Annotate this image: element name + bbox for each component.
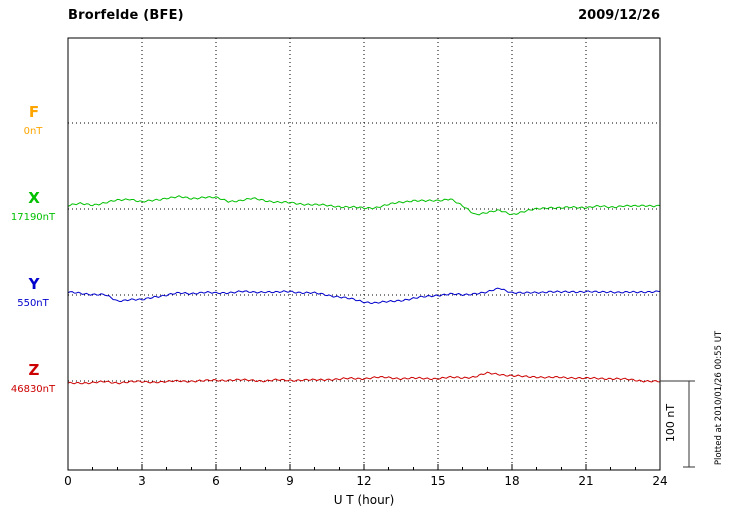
channel-label-f: F (28, 103, 40, 121)
x-tick-label: 3 (138, 474, 146, 488)
scale-bar-label: 100 nT (664, 403, 677, 443)
x-tick-label: 6 (212, 474, 220, 488)
x-tick-label: 24 (652, 474, 668, 488)
x-axis-label: U T (hour) (333, 493, 395, 507)
channel-baseline-x: 17190nT (10, 212, 56, 223)
trace-x (67, 195, 661, 216)
x-tick-label: 21 (578, 474, 594, 488)
x-tick-label: 15 (430, 474, 446, 488)
x-tick-label: 0 (64, 474, 72, 488)
plot-frame (67, 37, 661, 471)
channel-label-x: X (28, 189, 40, 207)
channel-baseline-y: 550nT (17, 298, 49, 309)
x-tick-label: 12 (356, 474, 372, 488)
x-tick-label: 18 (504, 474, 520, 488)
channel-label-z: Z (28, 361, 40, 379)
channel-label-y: Y (28, 275, 40, 293)
x-tick-label: 9 (286, 474, 294, 488)
plotted-at-note: Plotted at 2010/01/26 00:55 UT (714, 330, 724, 466)
station-title: Brorfelde (BFE) (68, 8, 184, 23)
plot-date: 2009/12/26 (578, 8, 660, 23)
channel-baseline-f: 0nT (23, 126, 43, 137)
trace-y (67, 287, 661, 304)
channel-baseline-z: 46830nT (10, 384, 56, 395)
trace-z (67, 371, 661, 385)
